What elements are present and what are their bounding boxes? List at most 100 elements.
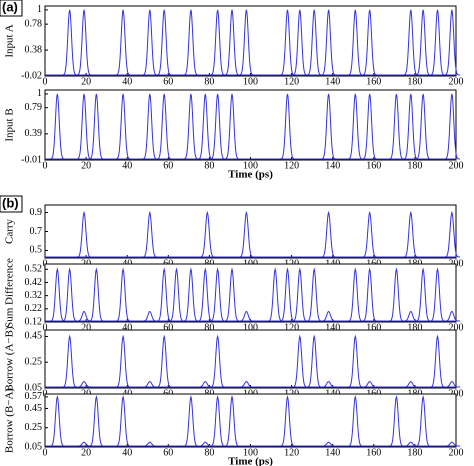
pulse <box>443 9 461 76</box>
y-tick-label: -0.01 <box>21 154 42 165</box>
x-tick-label: 20 <box>81 447 91 458</box>
pulse <box>279 267 296 322</box>
pulse <box>429 267 446 322</box>
x-tick-label: 120 <box>284 322 299 333</box>
pulse <box>75 210 93 258</box>
pulse <box>238 9 255 76</box>
x-tick-label: 80 <box>204 322 214 333</box>
pulse <box>402 93 420 160</box>
pulse <box>197 93 214 160</box>
pulse <box>443 381 461 388</box>
x-tick-label: 160 <box>366 160 381 171</box>
pulse <box>182 93 200 160</box>
x-tick-label: 160 <box>366 76 381 87</box>
pulse <box>305 334 323 388</box>
x-tick-label: 80 <box>204 447 214 458</box>
x-tick-label: 0 <box>43 76 48 87</box>
pulse <box>320 310 337 322</box>
x-tick-label: 160 <box>366 322 381 333</box>
pulse <box>414 93 432 160</box>
x-tick-label: 60 <box>163 322 173 333</box>
x-tick-label: 120 <box>284 447 299 458</box>
x-tick-label: 80 <box>204 160 214 171</box>
y-axis-label: Input B <box>4 108 16 141</box>
plot-frame <box>44 204 457 259</box>
pulse <box>388 267 405 322</box>
x-tick-label: 200 <box>449 160 464 171</box>
pulse <box>182 9 200 76</box>
x-tick-label: 120 <box>284 76 299 87</box>
x-tick-label: 40 <box>122 76 132 87</box>
x-tick-label: 0 <box>43 160 48 171</box>
pulse <box>238 310 255 322</box>
x-tick-label: 60 <box>163 76 173 87</box>
y-tick-label: 0.39 <box>25 128 43 139</box>
y-axis-label: Sum Difference <box>4 258 16 328</box>
panel-label: (a) <box>2 0 18 14</box>
x-tick-label: 60 <box>163 160 173 171</box>
y-tick-label: 0.45 <box>25 403 43 414</box>
x-tick-label: 140 <box>325 322 340 333</box>
pulse <box>361 9 378 76</box>
pulse <box>75 93 93 160</box>
y-tick-label: 0.45 <box>25 331 43 342</box>
x-tick-label: 100 <box>243 322 258 333</box>
pulse <box>114 93 132 160</box>
pulse <box>361 210 378 258</box>
x-tick-label: 140 <box>325 160 340 171</box>
pulse <box>209 267 226 322</box>
panel-label: (b) <box>2 195 19 210</box>
pulse <box>141 210 159 258</box>
pulse <box>209 334 226 388</box>
pulse <box>223 395 241 447</box>
x-tick-label: 100 <box>243 76 258 87</box>
pulse <box>182 267 200 322</box>
pulse <box>402 381 420 388</box>
x-tick-label: 200 <box>449 322 464 333</box>
y-tick-label: 0.78 <box>25 18 43 29</box>
y-tick-label: 0.38 <box>25 44 43 55</box>
y-axis-label: Input A <box>4 24 16 57</box>
y-tick-label: 0.25 <box>25 357 43 368</box>
pulse <box>49 267 66 322</box>
pulse <box>114 267 132 322</box>
pulse <box>155 9 173 76</box>
pulse <box>141 310 159 322</box>
plot-frame <box>44 263 457 323</box>
pulse <box>49 93 66 160</box>
pulse <box>61 334 78 388</box>
pulse <box>291 9 309 76</box>
x-tick-label: 80 <box>204 76 214 87</box>
y-tick-label: 0.22 <box>25 303 43 314</box>
x-tick-label: 20 <box>81 160 91 171</box>
y-axis-label: Borrow (A−B) <box>4 326 16 392</box>
pulse <box>361 381 378 388</box>
y-tick-label: 1 <box>37 4 42 15</box>
pulse <box>429 9 446 76</box>
pulse <box>209 9 226 76</box>
pulse <box>199 210 216 258</box>
y-tick-label: 1 <box>37 88 42 99</box>
plot-frame <box>44 5 457 77</box>
pulse <box>61 267 78 322</box>
pulse <box>291 267 309 322</box>
pulse <box>320 381 337 388</box>
pulse <box>443 310 461 322</box>
pulse <box>414 267 432 322</box>
pulse <box>114 334 132 388</box>
pulse <box>347 334 364 388</box>
plot-frame <box>44 89 457 161</box>
pulse <box>347 93 364 160</box>
pulse <box>320 93 337 160</box>
pulse <box>141 381 159 388</box>
pulse <box>414 9 432 76</box>
x-tick-label: 140 <box>325 447 340 458</box>
y-tick-label: 0.7 <box>30 226 43 237</box>
pulse <box>443 210 461 258</box>
pulse <box>238 381 255 388</box>
pulse <box>402 210 420 258</box>
pulse <box>75 381 93 388</box>
x-tick-label: 200 <box>449 76 464 87</box>
y-tick-label: 0.05 <box>25 382 43 393</box>
